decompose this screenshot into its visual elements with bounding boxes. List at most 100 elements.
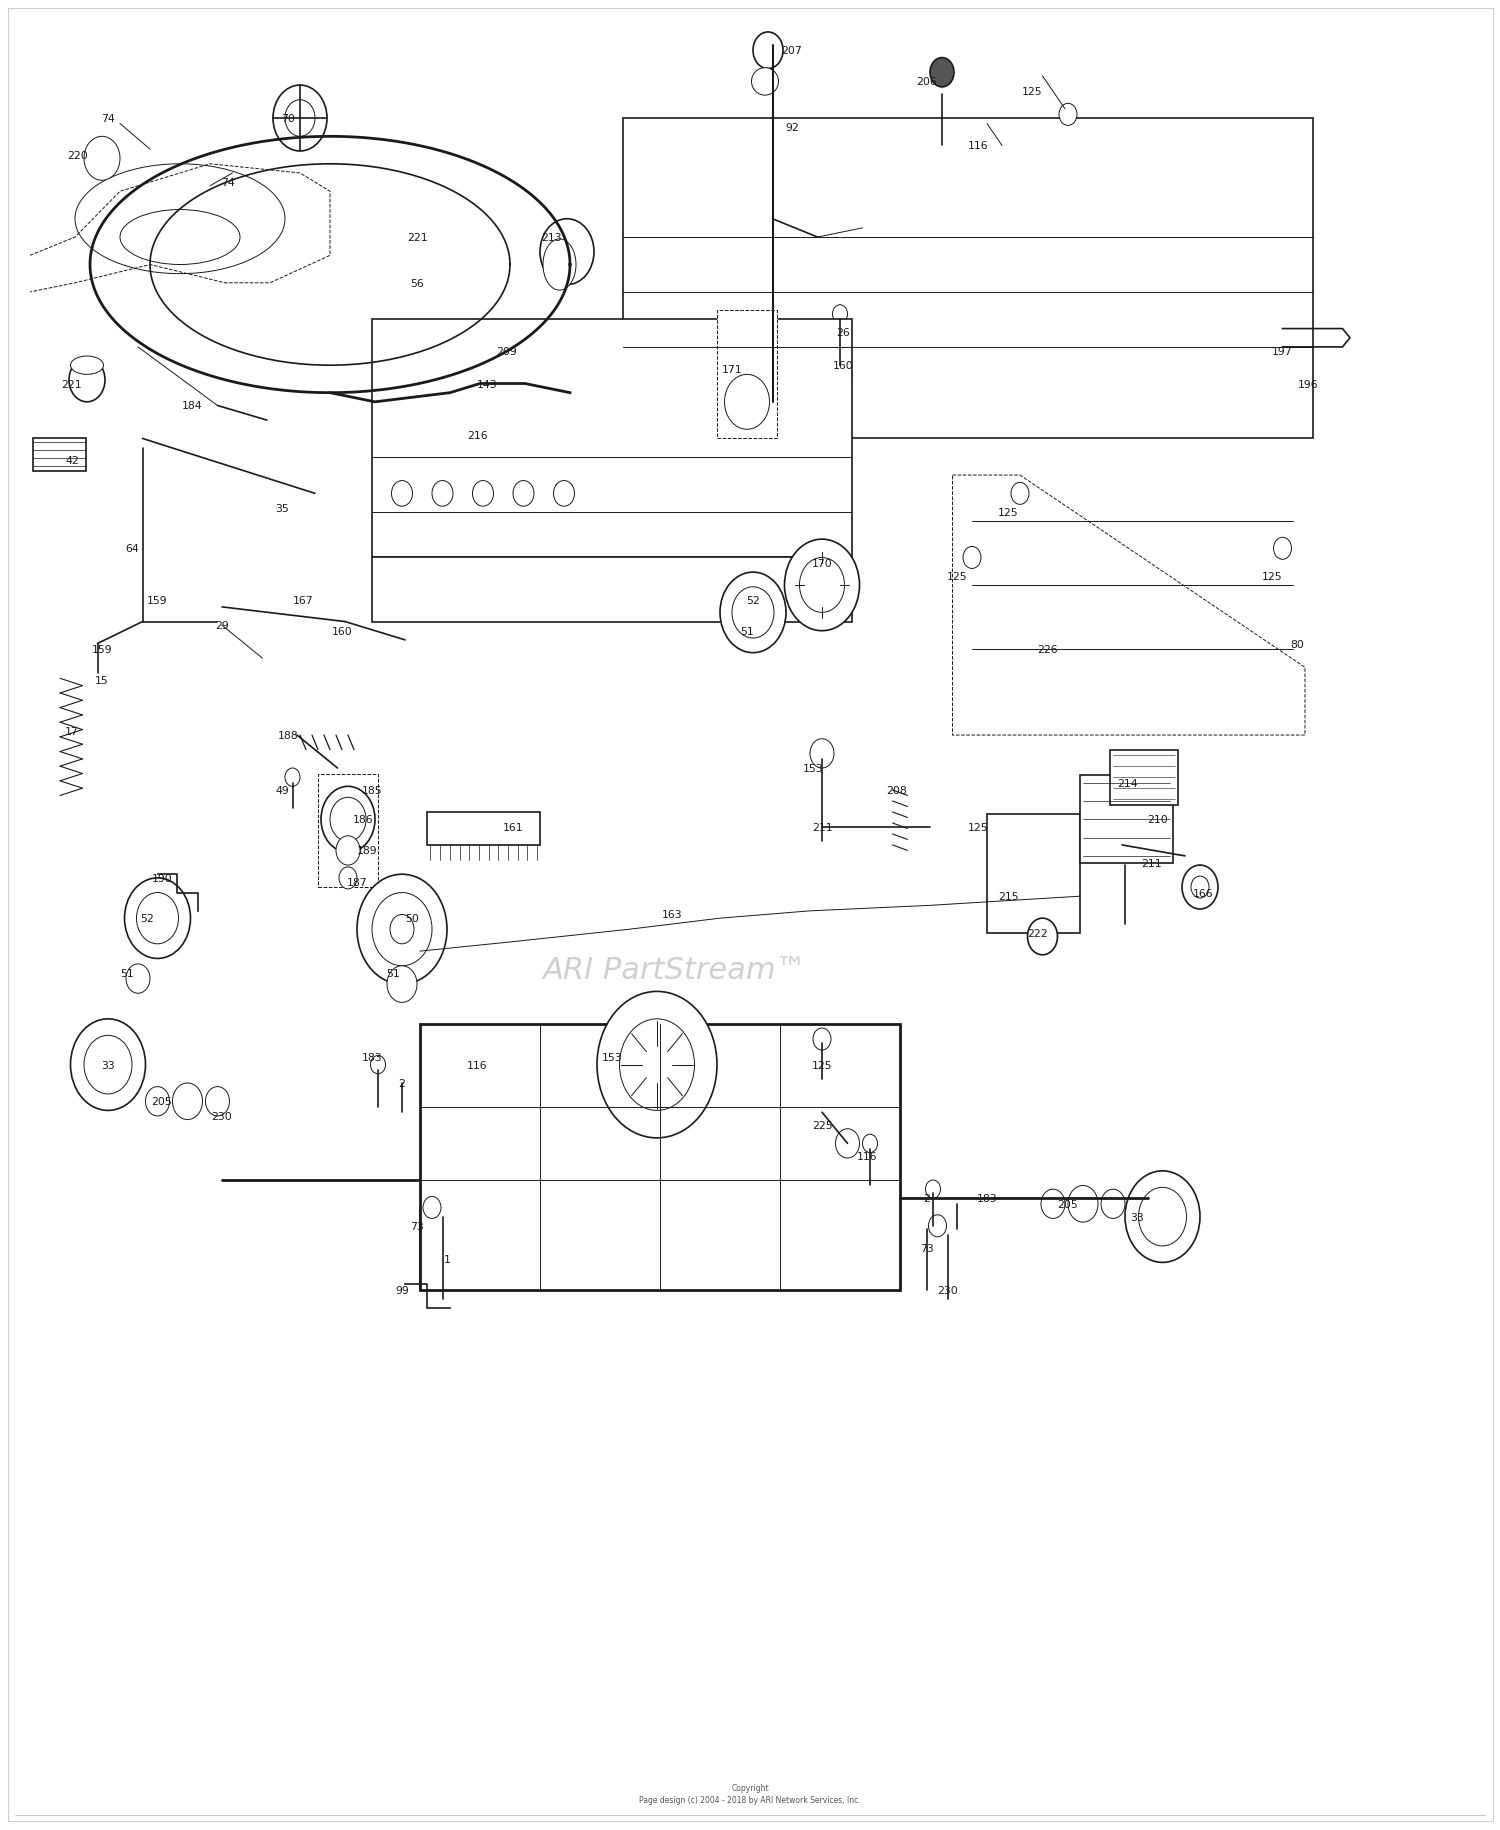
Text: 214: 214 xyxy=(1118,778,1138,789)
Circle shape xyxy=(1041,1190,1065,1219)
Text: 187: 187 xyxy=(346,877,368,888)
Circle shape xyxy=(336,836,360,866)
Circle shape xyxy=(1011,483,1029,505)
Text: 183: 183 xyxy=(362,1052,382,1063)
Circle shape xyxy=(136,893,178,944)
Text: 160: 160 xyxy=(833,361,854,371)
Text: 221: 221 xyxy=(406,232,427,243)
Text: 196: 196 xyxy=(1298,379,1318,390)
Circle shape xyxy=(540,220,594,285)
Circle shape xyxy=(206,1087,230,1116)
Circle shape xyxy=(339,867,357,889)
Text: 51: 51 xyxy=(386,968,400,979)
Text: 51: 51 xyxy=(120,968,135,979)
Circle shape xyxy=(472,481,494,507)
Text: 166: 166 xyxy=(1192,888,1214,899)
Text: 33: 33 xyxy=(100,1060,116,1071)
Circle shape xyxy=(828,361,852,390)
Text: 221: 221 xyxy=(62,379,82,390)
Circle shape xyxy=(370,1056,386,1074)
Circle shape xyxy=(784,540,859,631)
Text: 209: 209 xyxy=(496,346,517,357)
Text: 153: 153 xyxy=(802,763,824,774)
Circle shape xyxy=(1191,877,1209,899)
Text: 220: 220 xyxy=(68,150,88,161)
Text: 230: 230 xyxy=(938,1285,958,1296)
Text: 205: 205 xyxy=(1058,1199,1078,1210)
Bar xyxy=(318,774,378,888)
Circle shape xyxy=(928,1215,946,1237)
Text: 125: 125 xyxy=(1262,571,1282,582)
Text: 167: 167 xyxy=(292,595,314,606)
Circle shape xyxy=(84,137,120,181)
Text: 116: 116 xyxy=(968,141,988,152)
Circle shape xyxy=(1125,1171,1200,1263)
Text: 2: 2 xyxy=(399,1078,405,1089)
Text: 183: 183 xyxy=(976,1193,998,1204)
Text: 74: 74 xyxy=(220,178,236,188)
Circle shape xyxy=(648,361,672,390)
Text: 51: 51 xyxy=(740,626,754,637)
Text: 190: 190 xyxy=(152,873,172,884)
Text: 163: 163 xyxy=(662,910,682,920)
Text: 49: 49 xyxy=(274,785,290,796)
Text: 52: 52 xyxy=(140,913,154,924)
Text: 29: 29 xyxy=(214,620,230,631)
Circle shape xyxy=(285,101,315,137)
Text: 211: 211 xyxy=(1142,858,1162,869)
Circle shape xyxy=(1028,919,1057,955)
Text: 222: 222 xyxy=(1028,928,1048,939)
Text: 52: 52 xyxy=(746,595,760,606)
Circle shape xyxy=(926,1180,940,1199)
Text: 206: 206 xyxy=(916,77,938,88)
Ellipse shape xyxy=(75,165,285,274)
Text: 125: 125 xyxy=(1022,86,1042,97)
Text: ARI PartStream™: ARI PartStream™ xyxy=(543,955,807,985)
Circle shape xyxy=(783,361,807,390)
Bar xyxy=(987,814,1080,933)
Text: 56: 56 xyxy=(410,278,424,289)
Text: 213: 213 xyxy=(542,232,562,243)
Text: 210: 210 xyxy=(1148,814,1168,825)
Text: 159: 159 xyxy=(92,644,112,655)
Bar xyxy=(1080,776,1173,864)
Circle shape xyxy=(432,481,453,507)
Text: 230: 230 xyxy=(211,1111,232,1122)
Text: 73: 73 xyxy=(410,1221,424,1232)
Text: 207: 207 xyxy=(782,46,802,57)
Circle shape xyxy=(833,306,848,324)
Circle shape xyxy=(372,893,432,966)
Circle shape xyxy=(620,1019,695,1111)
Circle shape xyxy=(810,739,834,769)
Text: 42: 42 xyxy=(64,456,80,467)
Text: 2: 2 xyxy=(924,1193,930,1204)
Bar xyxy=(717,311,777,439)
Ellipse shape xyxy=(543,240,576,291)
Text: 17: 17 xyxy=(64,727,80,737)
Circle shape xyxy=(146,1087,170,1116)
Text: 189: 189 xyxy=(357,845,378,856)
Circle shape xyxy=(84,1036,132,1094)
Text: 171: 171 xyxy=(722,364,742,375)
Ellipse shape xyxy=(752,68,778,97)
Circle shape xyxy=(390,915,414,944)
Text: 186: 186 xyxy=(352,814,374,825)
Ellipse shape xyxy=(70,357,104,375)
Circle shape xyxy=(330,798,366,842)
Text: 74: 74 xyxy=(100,113,116,124)
Text: 143: 143 xyxy=(477,379,498,390)
Bar xyxy=(33,439,86,472)
Text: 116: 116 xyxy=(466,1060,488,1071)
Text: 211: 211 xyxy=(812,822,832,833)
Text: 99: 99 xyxy=(394,1285,410,1296)
Text: 184: 184 xyxy=(182,401,203,412)
Circle shape xyxy=(1059,104,1077,126)
Text: 70: 70 xyxy=(280,113,296,124)
Text: Copyright
Page design (c) 2004 - 2018 by ARI Network Services, Inc.: Copyright Page design (c) 2004 - 2018 by… xyxy=(639,1782,861,1804)
Text: 205: 205 xyxy=(152,1096,172,1107)
Text: 1: 1 xyxy=(444,1254,450,1265)
Text: 125: 125 xyxy=(946,571,968,582)
Circle shape xyxy=(693,361,717,390)
Text: 160: 160 xyxy=(332,626,352,637)
Circle shape xyxy=(124,878,190,959)
